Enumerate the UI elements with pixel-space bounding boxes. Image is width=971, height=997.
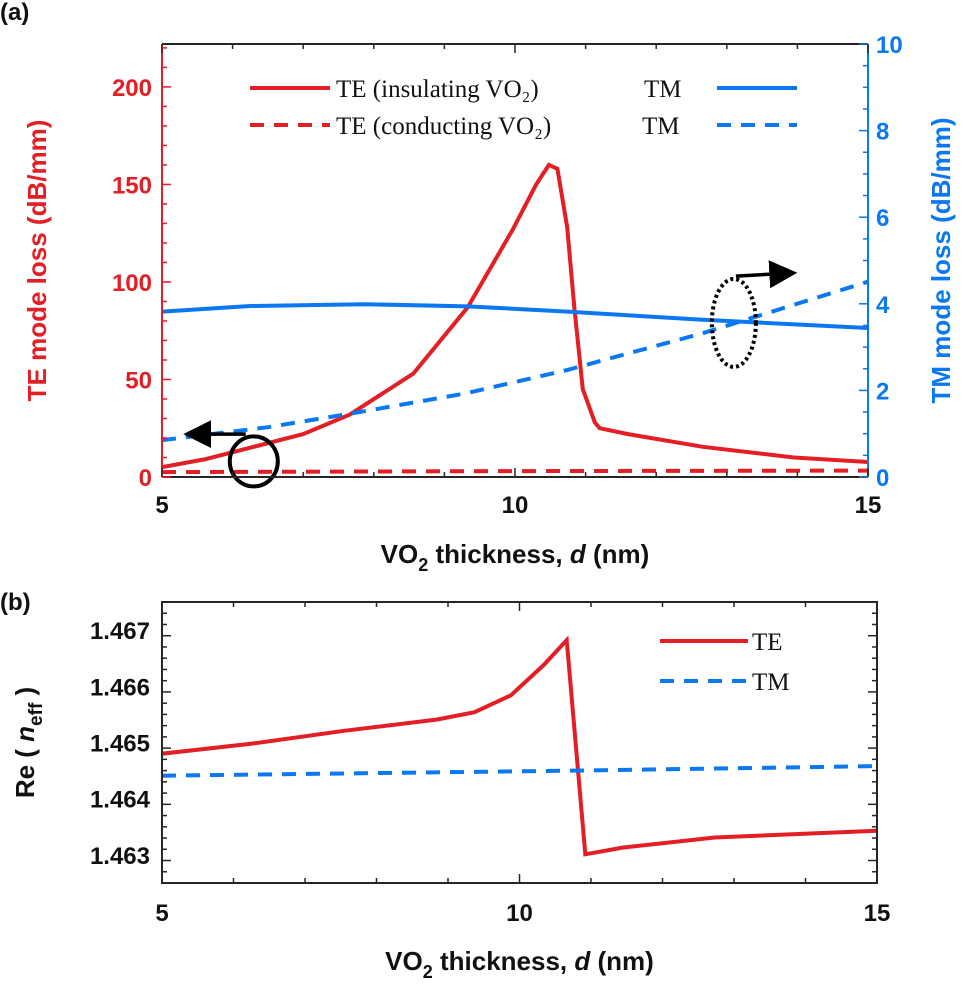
x-axis-label-part: VO	[385, 946, 423, 976]
y-left-axis-label: TE mode loss (dB/mm)	[22, 120, 52, 402]
series-line-te-insulating-vo2-	[162, 162, 868, 470]
y-axis-label: Re ( neff )	[10, 687, 47, 798]
x-tick-label: 10	[502, 492, 529, 519]
x-tick-label: 15	[864, 900, 891, 927]
y-axis-label-part: )	[10, 687, 40, 703]
x-tick-label: 5	[155, 492, 168, 519]
series-line-tm	[162, 764, 877, 778]
legend-label-te: TE (insulating VO₂)	[336, 76, 539, 103]
legend-label-tm: TM	[644, 76, 682, 103]
legend-label-tm: TM	[642, 113, 680, 140]
annotation-arrow-right	[735, 260, 798, 289]
x-axis-label-part: thickness,	[428, 539, 570, 569]
y-axis-label-part: Re (	[10, 742, 40, 798]
legend: TE TM	[660, 629, 790, 696]
legend-label-te: TE (conducting VO₂)	[336, 113, 551, 140]
y-tick-label: 1.464	[90, 787, 151, 814]
y-left-tick-label: 150	[112, 172, 152, 199]
y-left-tick-label: 100	[112, 270, 152, 297]
panel-label-a: (a)	[0, 0, 29, 26]
y-right-tick-label: 2	[876, 378, 889, 405]
x-axis-label-part: d	[574, 946, 591, 976]
legend-label-tm: TM	[752, 669, 790, 696]
y-right-tick-label: 0	[876, 465, 889, 492]
x-axis-label-part: VO	[381, 539, 419, 569]
x-axis-label-part: d	[570, 539, 587, 569]
y-right-tick-label: 8	[876, 119, 889, 146]
x-tick-label: 15	[855, 492, 882, 519]
series-line-te	[162, 635, 877, 857]
legend: TE (insulating VO₂) TM TE (conducting VO₂)…	[250, 76, 797, 140]
x-axis-label-part: (nm)	[590, 946, 654, 976]
x-axis-label: VO2 thickness, d (nm)	[385, 946, 654, 982]
y-right-axis-label: TM mode loss (dB/mm)	[926, 117, 956, 403]
annotation-ellipse-tm	[709, 276, 758, 369]
y-left-tick-label: 50	[125, 367, 152, 394]
y-right-tick-label: 4	[876, 292, 890, 319]
panel-label-b: (b)	[0, 589, 31, 616]
y-tick-label: 1.463	[90, 843, 150, 870]
x-tick-label: 5	[155, 900, 168, 927]
x-axis-label-part: 2	[418, 555, 428, 575]
x-axis-label-part: (nm)	[586, 539, 650, 569]
chart-b-neff: 5 10 15 1.463 1.464 1.465 1.466 1.467 Re ( neff …	[10, 601, 891, 982]
x-axis-label-part: thickness,	[433, 946, 575, 976]
y-right-tick-label: 6	[876, 205, 889, 232]
legend-label-te: TE	[752, 629, 783, 656]
series-line-tm-conducting-vo2-	[162, 279, 868, 443]
y-tick-label: 1.466	[90, 674, 150, 701]
y-tick-label: 1.467	[90, 618, 150, 645]
x-axis-label: VO2 thickness, d (nm)	[381, 539, 650, 575]
y-axis-label-part: n	[10, 726, 40, 742]
y-left-tick-label: 200	[112, 75, 152, 102]
annotation-circle-te	[227, 434, 280, 489]
series-line-te-conducting-vo2-	[162, 468, 868, 475]
y-tick-label: 1.465	[90, 731, 150, 758]
y-axis-label-part: eff	[26, 702, 47, 726]
x-tick-label: 10	[506, 900, 533, 927]
x-axis-label-part: 2	[423, 962, 433, 982]
series-line-tm-insulating-vo2-	[162, 302, 868, 330]
y-right-tick-label: 10	[876, 32, 903, 59]
y-left-tick-label: 0	[139, 465, 152, 492]
